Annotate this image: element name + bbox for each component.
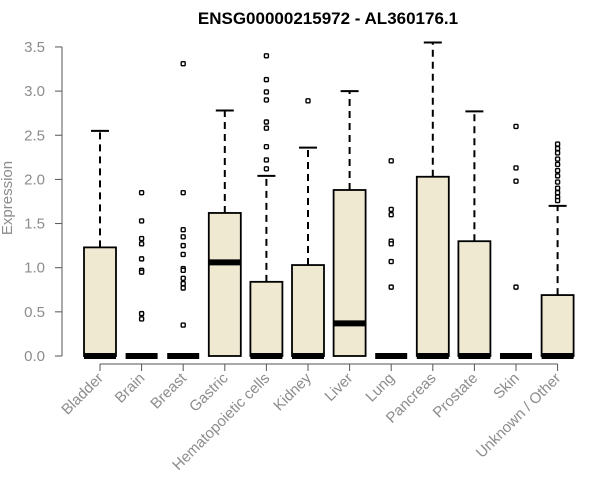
outlier-point: [388, 258, 394, 265]
y-tick-label: 1.0: [24, 260, 45, 277]
outlier-point: [554, 156, 561, 162]
y-tick-label: 2.5: [24, 127, 45, 144]
outlier-point: [554, 141, 561, 147]
outlier-point: [138, 256, 145, 262]
box-group: [332, 90, 367, 357]
outlier-point: [263, 157, 270, 163]
y-tick-label: 2.0: [24, 171, 45, 188]
outlier-point: [138, 310, 145, 317]
outlier-point: [180, 285, 186, 291]
outlier-point: [388, 212, 394, 218]
outlier-point: [388, 284, 394, 290]
box: [83, 246, 117, 357]
outlier-point: [180, 242, 186, 249]
outlier-point: [138, 218, 145, 224]
outlier-point: [263, 97, 270, 103]
box-group: [291, 98, 325, 359]
box-group: [125, 189, 158, 359]
outlier-point: [388, 206, 394, 213]
box: [457, 240, 492, 357]
outlier-point: [305, 98, 311, 104]
outlier-point: [513, 178, 519, 184]
box: [291, 264, 325, 357]
outlier-point: [180, 234, 186, 240]
box-group: [500, 123, 532, 359]
outlier-point: [180, 275, 186, 281]
outlier-point: [138, 316, 145, 322]
outlier-point: [138, 241, 145, 247]
outlier-point: [263, 119, 270, 125]
box-group: [375, 158, 408, 359]
outlier-point: [180, 227, 186, 233]
y-tick-label: 3.0: [24, 83, 45, 100]
outlier-point: [263, 144, 270, 150]
outlier-point: [138, 235, 145, 242]
outlier-point: [554, 189, 561, 196]
box: [207, 212, 242, 357]
outlier-point: [513, 165, 519, 171]
outlier-point: [180, 267, 186, 274]
outlier-point: [263, 125, 270, 131]
outlier-point: [138, 269, 145, 275]
x-tick-label: Lung: [362, 370, 398, 406]
outlier-point: [554, 197, 561, 204]
y-tick-label: 0.0: [24, 348, 45, 365]
outlier-point: [180, 251, 186, 258]
x-tick-label: Prostate: [430, 370, 482, 422]
outlier-point: [263, 53, 270, 59]
y-tick-label: 1.5: [24, 216, 45, 233]
outlier-point: [554, 179, 561, 185]
y-tick-label: 3.5: [24, 39, 45, 56]
outlier-point: [388, 158, 394, 164]
y-tick-label: 0.5: [24, 304, 45, 321]
outlier-point: [180, 280, 186, 287]
x-tick-label: Liver: [321, 370, 356, 405]
x-tick-label: Kidney: [270, 369, 315, 414]
box-group: [167, 61, 200, 359]
outlier-point: [263, 166, 270, 172]
outlier-point: [263, 89, 270, 95]
outlier-point: [554, 185, 561, 191]
x-tick-label: Brain: [112, 370, 149, 407]
y-axis-label: Expression: [0, 161, 16, 235]
outlier-point: [180, 322, 186, 328]
outlier-point: [554, 145, 561, 152]
box: [332, 189, 367, 357]
x-tick-label: Breast: [147, 369, 190, 412]
outlier-point: [554, 173, 561, 179]
box-group: [83, 129, 117, 359]
outlier-point: [513, 284, 519, 290]
outlier-point: [180, 61, 186, 67]
box-group: [457, 110, 492, 359]
box: [249, 280, 284, 357]
outlier-point: [388, 241, 394, 247]
box-group: [540, 141, 575, 359]
outlier-point: [554, 150, 561, 156]
outlier-point: [138, 189, 145, 196]
x-tick-label: Bladder: [58, 370, 107, 419]
x-tick-label: Skin: [490, 370, 523, 403]
chart-title: ENSG00000215972 - AL360176.1: [198, 9, 458, 28]
outlier-point: [513, 123, 519, 130]
outlier-point: [263, 76, 270, 83]
box-group: [249, 53, 284, 359]
outlier-point: [554, 167, 561, 174]
outlier-point: [180, 189, 186, 196]
outlier-point: [554, 161, 561, 168]
y-axis: 0.0 0.5 1.0 1.5 2.0 2.5 3.0 3.5: [24, 39, 63, 365]
box: [540, 294, 575, 357]
plot-area: [83, 41, 575, 359]
box-group: [415, 41, 450, 359]
box: [415, 175, 450, 357]
box-group: [207, 109, 242, 357]
